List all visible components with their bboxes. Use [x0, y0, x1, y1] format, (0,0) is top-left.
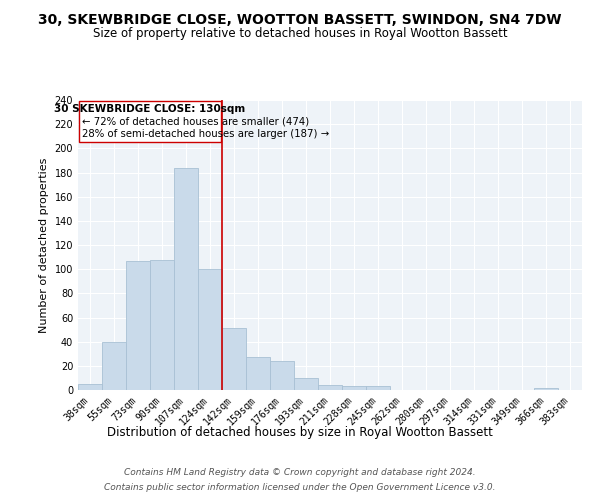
- FancyBboxPatch shape: [79, 101, 221, 142]
- Text: Contains public sector information licensed under the Open Government Licence v3: Contains public sector information licen…: [104, 483, 496, 492]
- Bar: [198, 269, 222, 390]
- Bar: [150, 260, 174, 390]
- Text: Contains HM Land Registry data © Crown copyright and database right 2024.: Contains HM Land Registry data © Crown c…: [124, 468, 476, 477]
- Bar: [246, 358, 270, 390]
- Text: 30, SKEWBRIDGE CLOSE, WOOTTON BASSETT, SWINDON, SN4 7DW: 30, SKEWBRIDGE CLOSE, WOOTTON BASSETT, S…: [38, 12, 562, 26]
- Text: 30 SKEWBRIDGE CLOSE: 130sqm: 30 SKEWBRIDGE CLOSE: 130sqm: [55, 104, 245, 114]
- Bar: [126, 260, 150, 390]
- Bar: [102, 342, 126, 390]
- Text: 28% of semi-detached houses are larger (187) →: 28% of semi-detached houses are larger (…: [82, 129, 329, 139]
- Bar: [366, 386, 390, 390]
- Y-axis label: Number of detached properties: Number of detached properties: [39, 158, 49, 332]
- Bar: [222, 328, 246, 390]
- Text: Size of property relative to detached houses in Royal Wootton Bassett: Size of property relative to detached ho…: [92, 28, 508, 40]
- Bar: [78, 384, 102, 390]
- Bar: [294, 378, 318, 390]
- Bar: [534, 388, 558, 390]
- Bar: [270, 361, 294, 390]
- Text: ← 72% of detached houses are smaller (474): ← 72% of detached houses are smaller (47…: [82, 117, 309, 127]
- Bar: [174, 168, 198, 390]
- Text: Distribution of detached houses by size in Royal Wootton Bassett: Distribution of detached houses by size …: [107, 426, 493, 439]
- Bar: [318, 385, 342, 390]
- Bar: [342, 386, 366, 390]
